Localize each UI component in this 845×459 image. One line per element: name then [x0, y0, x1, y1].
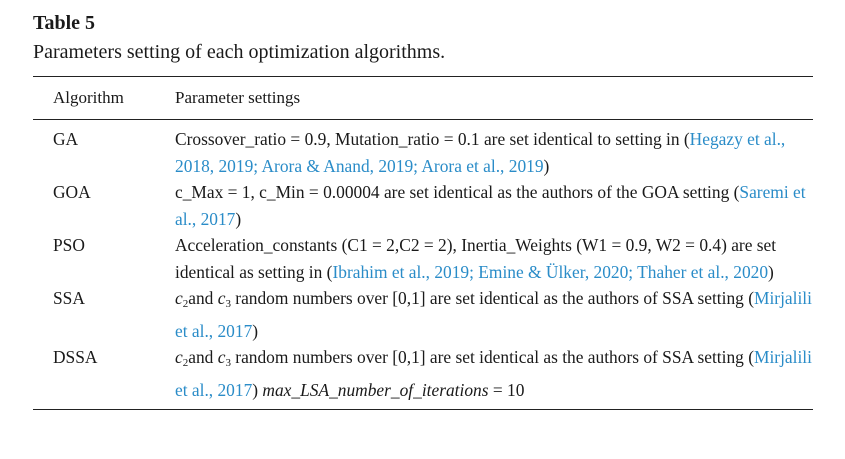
- symbol-c: c: [175, 288, 183, 308]
- parameter-text-end: ): [768, 261, 774, 282]
- subscript: 2: [182, 357, 189, 369]
- table-row-dssa: DSSA c2and c3 random numbers over [0,1] …: [33, 344, 813, 403]
- symbol-c: c: [217, 347, 226, 367]
- table-row-pso: PSO Acceleration_constants (C1 = 2,C2 = …: [33, 232, 813, 285]
- parameter-text: c_Max = 1, c_Min = 0.00004 are set ident…: [175, 182, 740, 202]
- parameter-text: Crossover_ratio = 0.9, Mutation_ratio = …: [175, 129, 690, 149]
- table-container: Table 5 Parameters setting of each optim…: [33, 8, 813, 410]
- parameter-text-end: ): [235, 208, 242, 229]
- table-row-goa: GOA c_Max = 1, c_Min = 0.00004 are set i…: [33, 179, 813, 232]
- parameter-text-end: ): [543, 155, 550, 176]
- citation-link[interactable]: Ibrahim et al., 2019; Emine & Ülker, 202…: [332, 261, 769, 282]
- parameter-value: = 10: [488, 379, 525, 400]
- parameter-text-end: ): [252, 320, 259, 341]
- table-body: GA Crossover_ratio = 0.9, Mutation_ratio…: [33, 120, 813, 403]
- parameter-cell: c2and c3 random numbers over [0,1] are s…: [175, 285, 813, 344]
- algorithm-cell: DSSA: [53, 347, 98, 367]
- header-parameter-settings: Parameter settings: [175, 88, 301, 107]
- symbol-c: c: [175, 347, 183, 367]
- table-row-ssa: SSA c2and c3 random numbers over [0,1] a…: [33, 285, 813, 344]
- conjunction: and: [188, 347, 218, 367]
- symbol-c: c: [217, 288, 226, 308]
- parameter-text: random numbers over [0,1] are set identi…: [230, 347, 754, 367]
- table-header-rule: [33, 119, 813, 120]
- citation-link[interactable]: Saremi et al., 2017: [175, 182, 806, 229]
- citation-link[interactable]: Hegazy et al., 2018, 2019; Arora & Anand…: [175, 129, 786, 176]
- table-caption: Parameters setting of each optimization …: [33, 41, 446, 63]
- parameter-cell: Acceleration_constants (C1 = 2,C2 = 2), …: [175, 232, 813, 285]
- table-label: Table 5: [33, 12, 96, 34]
- parameter-text: Acceleration_constants (C1 = 2,C2 = 2), …: [175, 235, 777, 282]
- table-top-rule: [33, 76, 813, 77]
- header-algorithm: Algorithm: [53, 88, 124, 107]
- parameter-cell: Crossover_ratio = 0.9, Mutation_ratio = …: [175, 126, 813, 179]
- subscript: 2: [182, 298, 189, 310]
- parameter-text-end: ): [252, 379, 263, 400]
- citation-link[interactable]: Mirjalili et al., 2017: [175, 288, 812, 341]
- algorithm-cell: PSO: [53, 235, 85, 255]
- subscript: 3: [225, 298, 231, 310]
- algorithm-cell: GA: [53, 129, 79, 149]
- algorithm-cell: GOA: [53, 182, 91, 202]
- parameter-text: random numbers over [0,1] are set identi…: [230, 288, 754, 308]
- parameter-name: max_LSA_number_of_iterations: [262, 379, 489, 400]
- table-header-row: Algorithm Parameter settings: [33, 77, 813, 119]
- algorithm-cell: SSA: [53, 288, 85, 308]
- table-bottom-rule: [33, 409, 813, 410]
- conjunction: and: [188, 288, 218, 308]
- table-row-ga: GA Crossover_ratio = 0.9, Mutation_ratio…: [33, 126, 813, 179]
- parameter-cell: c2and c3 random numbers over [0,1] are s…: [175, 344, 813, 403]
- parameter-cell: c_Max = 1, c_Min = 0.00004 are set ident…: [175, 179, 813, 232]
- citation-link[interactable]: Mirjalili et al., 2017: [175, 347, 812, 400]
- subscript: 3: [225, 357, 231, 369]
